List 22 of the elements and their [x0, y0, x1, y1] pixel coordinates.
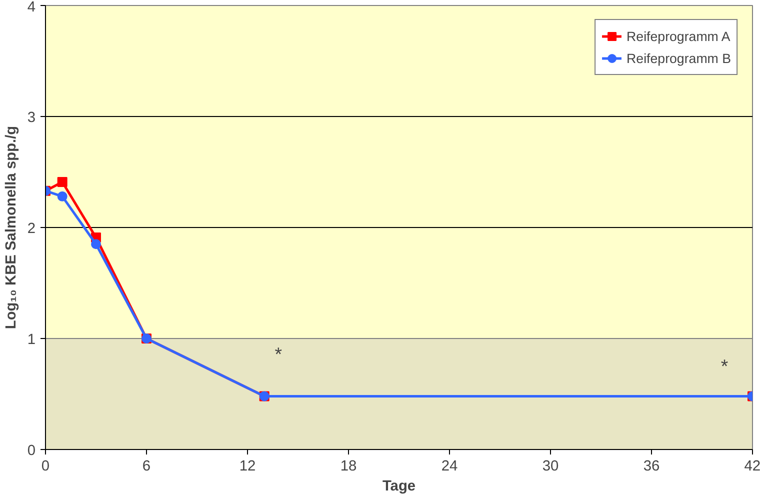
- x-tick-label: 42: [744, 458, 760, 474]
- x-tick-label: 24: [441, 458, 458, 474]
- y-tick-label: 3: [27, 110, 36, 126]
- y-axis-title: Log₁₀ KBE Salmonella spp./g: [3, 126, 20, 330]
- y-tick-label: 2: [27, 221, 36, 237]
- point: [57, 176, 68, 187]
- y-tick-label: 0: [27, 443, 36, 459]
- y-tick-label: 4: [27, 0, 36, 16]
- point: [91, 239, 101, 250]
- x-tick-label: 6: [142, 458, 151, 474]
- x-tick-label: 18: [340, 458, 357, 474]
- legend-label: Reifeprogramm B: [626, 50, 731, 66]
- x-tick-label: 30: [542, 458, 559, 474]
- x-tick-label: 12: [239, 458, 256, 474]
- annotation: *: [274, 344, 282, 365]
- point: [57, 191, 68, 202]
- x-tick-label: 0: [41, 458, 50, 474]
- y-tick-label: 1: [27, 332, 36, 348]
- annotation: *: [720, 356, 728, 377]
- x-tick-label: 36: [643, 458, 660, 474]
- legend-label: Reifeprogramm A: [626, 28, 730, 44]
- x-axis-title: Tage: [382, 478, 416, 494]
